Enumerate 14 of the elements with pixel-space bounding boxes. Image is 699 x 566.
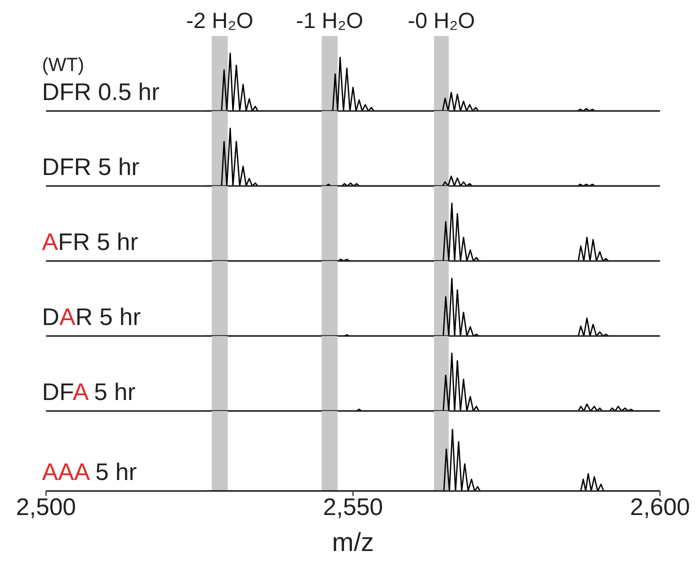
band-label: -0 H₂O xyxy=(408,8,476,33)
text: AFR 5 hr xyxy=(42,229,138,256)
band-label: -2 H₂O xyxy=(186,8,254,33)
text: DAR 5 hr xyxy=(42,304,141,331)
text: DFA 5 hr xyxy=(42,379,136,406)
x-tick-label: 2,500 xyxy=(16,494,76,522)
x-axis-title: m/z xyxy=(332,527,374,557)
text: DFR 0.5 hr xyxy=(42,79,160,106)
x-tick-label: 2,550 xyxy=(322,494,384,522)
text: AAA 5 hr xyxy=(42,459,137,486)
band-label: -1 H₂O xyxy=(296,8,364,33)
x-tick-label: 2,600 xyxy=(630,494,690,522)
text: DFR 5 hr xyxy=(42,154,140,181)
annotation: (WT) xyxy=(42,55,84,77)
